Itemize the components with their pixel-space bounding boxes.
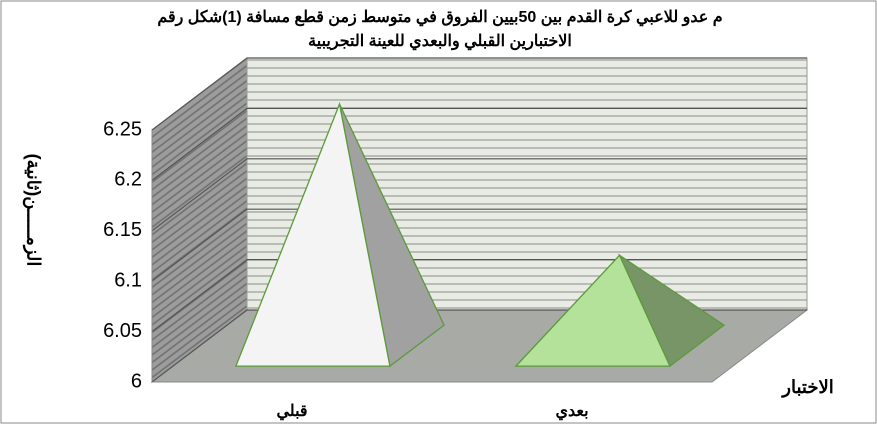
pyramid-front (234, 101, 391, 367)
x-tick-label: بعدي (555, 403, 588, 421)
y-tick-label: 6.1 (114, 269, 142, 291)
y-tick-label: 6 (131, 370, 142, 392)
y-tick-label: 6.2 (114, 169, 142, 191)
pyramid-front (514, 254, 671, 367)
y-tick-label: 6.25 (103, 118, 142, 140)
y-tick-label: 6.05 (103, 320, 142, 342)
y-tick-label: 6.15 (103, 219, 142, 241)
y-axis-label: (الزمـــــن(ثانية (22, 154, 43, 267)
grid-line (151, 208, 807, 282)
grid-line (151, 158, 807, 232)
grid-line (151, 57, 807, 131)
grid-line (151, 107, 807, 181)
chart-subtitle: الاختبارين القبلي والبعدي للعينة التجريب… (308, 33, 572, 51)
chart-title: م عدو للاعبي كرة القدم بين 50بيين الفروق… (157, 9, 722, 27)
x-tick-label: قبلي (276, 403, 307, 421)
x-axis-label: الاختبار (780, 377, 833, 398)
